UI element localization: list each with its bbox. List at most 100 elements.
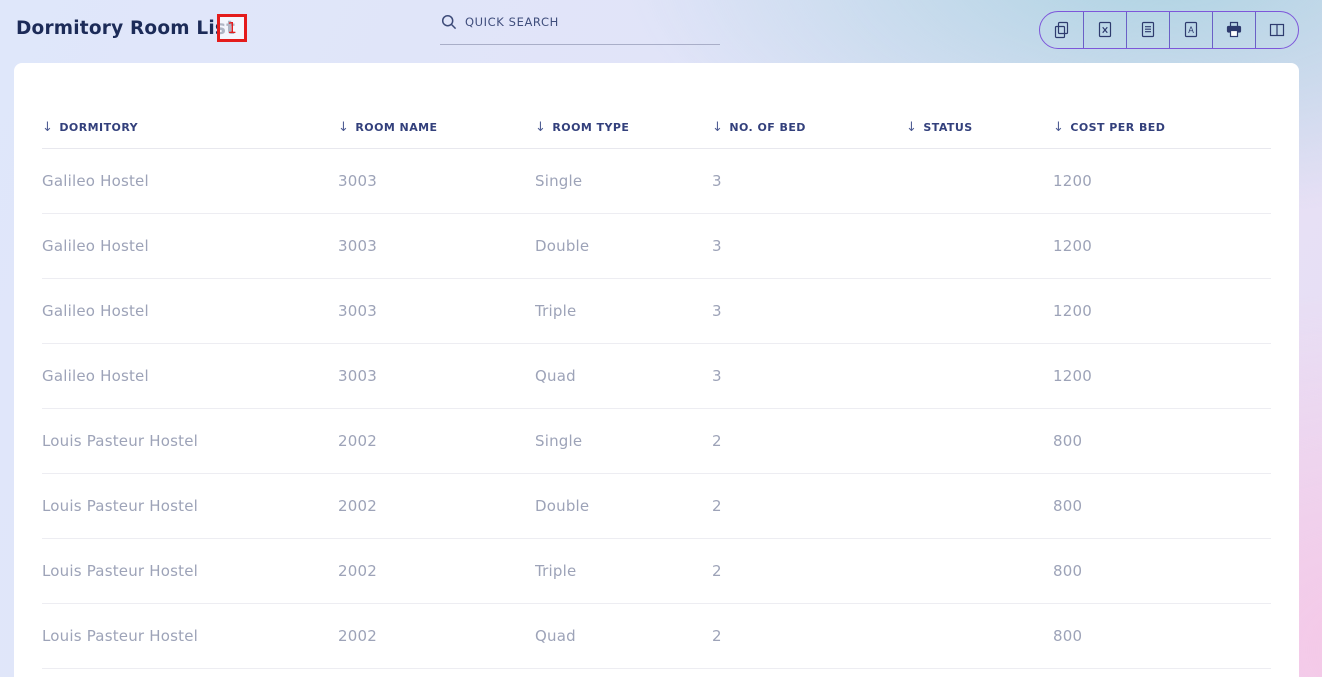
- excel-file-button[interactable]: [1083, 12, 1126, 48]
- cell-no-of-bed: 2: [712, 538, 906, 604]
- table-row: Galileo Hostel 3003 Quad 3 1200: [42, 343, 1271, 409]
- column-header-room-type[interactable]: ↓ ROOM TYPE: [535, 108, 712, 149]
- column-header-label: COST PER BED: [1070, 121, 1166, 135]
- cell-room-type: Double: [535, 213, 712, 279]
- excel-file-icon: [1096, 21, 1114, 39]
- page-title: Dormitory Room List: [16, 17, 236, 39]
- search-icon: [441, 14, 457, 30]
- step-marker-badge: 1: [217, 14, 247, 42]
- table-row: Louis Pasteur Hostel 2002 Single 2 800: [42, 408, 1271, 474]
- cell-status: [906, 148, 1053, 214]
- cell-no-of-bed: 3: [712, 343, 906, 409]
- cell-no-of-bed: 2: [712, 603, 906, 669]
- cell-room-name: 3003: [338, 148, 535, 214]
- cell-no-of-bed: 3: [712, 278, 906, 344]
- pdf-file-icon: A: [1182, 21, 1200, 39]
- cell-room-name: 2002: [338, 408, 535, 474]
- printer-icon: [1225, 21, 1243, 39]
- cell-cost-per-bed: 1200: [1053, 213, 1271, 279]
- cell-cost-per-bed: 1200: [1053, 278, 1271, 344]
- cell-no-of-bed: 2: [712, 473, 906, 539]
- svg-text:A: A: [1188, 26, 1194, 36]
- cell-dormitory: Louis Pasteur Hostel: [42, 408, 338, 474]
- cell-no-of-bed: 2: [712, 408, 906, 474]
- table-row: Galileo Hostel 3003 Single 3 1200: [42, 148, 1271, 214]
- cell-room-name: 3003: [338, 278, 535, 344]
- copy-icon: [1053, 21, 1071, 39]
- column-header-label: ROOM TYPE: [552, 121, 630, 135]
- column-header-no-of-bed[interactable]: ↓ NO. OF BED: [712, 108, 906, 149]
- table-row: Galileo Hostel 3003 Triple 3 1200: [42, 278, 1271, 344]
- cell-room-type: Quad: [535, 343, 712, 409]
- column-header-label: ROOM NAME: [355, 121, 438, 135]
- cell-no-of-bed: 3: [712, 148, 906, 214]
- cell-dormitory: Louis Pasteur Hostel: [42, 473, 338, 539]
- quick-search-field: [440, 8, 720, 45]
- cell-room-name: 3003: [338, 343, 535, 409]
- column-header-label: DORMITORY: [59, 121, 139, 135]
- search-input[interactable]: [465, 14, 718, 29]
- cell-room-name: 2002: [338, 538, 535, 604]
- cell-cost-per-bed: 800: [1053, 473, 1271, 539]
- cell-cost-per-bed: 800: [1053, 538, 1271, 604]
- cell-cost-per-bed: 800: [1053, 603, 1271, 669]
- column-header-label: NO. OF BED: [729, 121, 806, 135]
- column-header-label: STATUS: [923, 121, 973, 135]
- sort-down-icon: ↓: [712, 120, 724, 136]
- sort-down-icon: ↓: [535, 120, 547, 136]
- cell-status: [906, 538, 1053, 604]
- sort-down-icon: ↓: [906, 120, 918, 136]
- csv-file-button[interactable]: [1126, 12, 1169, 48]
- cell-cost-per-bed: 1200: [1053, 148, 1271, 214]
- copy-button[interactable]: [1040, 12, 1083, 48]
- sort-down-icon: ↓: [338, 120, 350, 136]
- column-header-status[interactable]: ↓ STATUS: [906, 108, 1053, 149]
- table-row: Louis Pasteur Hostel 2002 Triple 2 800: [42, 538, 1271, 604]
- cell-room-type: Double: [535, 473, 712, 539]
- cell-status: [906, 408, 1053, 474]
- column-header-cost-per-bed[interactable]: ↓ COST PER BED: [1053, 108, 1271, 149]
- column-visibility-icon: [1268, 21, 1286, 39]
- sort-down-icon: ↓: [1053, 120, 1065, 136]
- table-row: Louis Pasteur Hostel 2002 Quad 2 800: [42, 603, 1271, 669]
- cell-cost-per-bed: 1200: [1053, 343, 1271, 409]
- table-header-row: ↓ DORMITORY ↓ ROOM NAME ↓ ROOM TYPE ↓ NO. OF BE…: [42, 108, 1271, 149]
- cell-room-type: Single: [535, 408, 712, 474]
- cell-dormitory: Galileo Hostel: [42, 278, 338, 344]
- cell-room-name: 2002: [338, 473, 535, 539]
- cell-status: [906, 603, 1053, 669]
- dormitory-room-table: ↓ DORMITORY ↓ ROOM NAME ↓ ROOM TYPE ↓ NO. OF BE…: [42, 108, 1271, 669]
- cell-status: [906, 343, 1053, 409]
- cell-room-type: Quad: [535, 603, 712, 669]
- cell-dormitory: Galileo Hostel: [42, 213, 338, 279]
- sort-down-icon: ↓: [42, 120, 54, 136]
- table-card: ↓ DORMITORY ↓ ROOM NAME ↓ ROOM TYPE ↓ NO. OF BE…: [14, 63, 1299, 677]
- table-body: Galileo Hostel 3003 Single 3 1200 Galileo Hos…: [42, 148, 1271, 669]
- table-header-row: ↓ DORMITORY ↓ ROOM NAME ↓ ROOM TYPE ↓ NO. OF BE…: [42, 108, 1271, 149]
- printer-button[interactable]: [1212, 12, 1255, 48]
- cell-room-type: Triple: [535, 278, 712, 344]
- column-header-room-name[interactable]: ↓ ROOM NAME: [338, 108, 535, 149]
- cell-room-type: Single: [535, 148, 712, 214]
- table-row: Galileo Hostel 3003 Double 3 1200: [42, 213, 1271, 279]
- cell-status: [906, 213, 1053, 279]
- cell-room-name: 2002: [338, 603, 535, 669]
- top-bar: Dormitory Room List 1 A: [0, 0, 1322, 62]
- cell-status: [906, 473, 1053, 539]
- pdf-file-button[interactable]: A: [1169, 12, 1212, 48]
- column-header-dormitory[interactable]: ↓ DORMITORY: [42, 108, 338, 149]
- cell-cost-per-bed: 800: [1053, 408, 1271, 474]
- export-toolbar: A: [1039, 11, 1299, 49]
- table-row: Louis Pasteur Hostel 2002 Double 2 800: [42, 473, 1271, 539]
- cell-status: [906, 278, 1053, 344]
- cell-no-of-bed: 3: [712, 213, 906, 279]
- cell-dormitory: Louis Pasteur Hostel: [42, 603, 338, 669]
- cell-dormitory: Galileo Hostel: [42, 148, 338, 214]
- column-visibility-button[interactable]: [1255, 12, 1298, 48]
- csv-file-icon: [1139, 21, 1157, 39]
- cell-room-type: Triple: [535, 538, 712, 604]
- cell-dormitory: Louis Pasteur Hostel: [42, 538, 338, 604]
- cell-dormitory: Galileo Hostel: [42, 343, 338, 409]
- cell-room-name: 3003: [338, 213, 535, 279]
